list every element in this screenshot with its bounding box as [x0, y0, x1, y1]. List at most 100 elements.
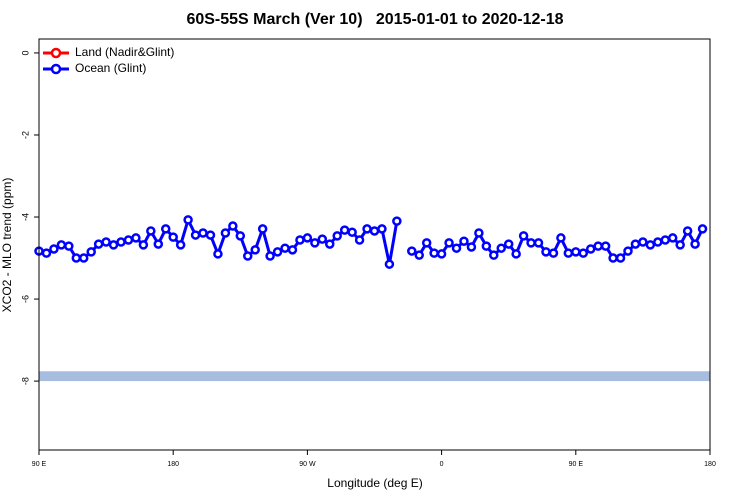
data-point [101, 237, 111, 247]
data-point [257, 224, 268, 234]
data-point [377, 224, 387, 234]
data-point [302, 233, 313, 243]
data-point [272, 247, 283, 257]
y-tick-label: -8 [20, 377, 30, 385]
data-point [623, 246, 633, 256]
data-point [168, 232, 178, 242]
data-point [675, 240, 685, 250]
data-point [459, 236, 469, 246]
data-point [123, 235, 134, 245]
data-point [243, 251, 253, 261]
data-point [190, 230, 201, 240]
data-point [205, 230, 216, 240]
data-point [41, 248, 52, 258]
data-point [339, 225, 350, 235]
data-point [287, 245, 298, 255]
data-point [593, 241, 603, 251]
legend-marker [50, 63, 62, 75]
data-point [571, 247, 581, 257]
data-point [369, 226, 380, 236]
data-point [325, 239, 335, 249]
y-tick-label: -4 [20, 213, 30, 221]
data-point [608, 253, 618, 263]
legend-text: Ocean (Glint) [75, 61, 146, 75]
data-point [49, 244, 59, 254]
data-point [71, 253, 82, 263]
data-point [265, 251, 275, 261]
data-point [451, 243, 462, 253]
data-point [630, 239, 641, 249]
data-point [407, 246, 417, 256]
data-point [295, 235, 305, 245]
data-point [56, 240, 67, 250]
x-axis-label: Longitude (deg E) [327, 476, 422, 490]
y-tick-label: 0 [20, 50, 30, 55]
data-point [213, 249, 223, 259]
data-point [526, 238, 536, 248]
data-point [466, 242, 477, 252]
legend-marker [50, 47, 62, 59]
data-point [444, 238, 454, 248]
data-point [183, 215, 193, 225]
data-point [160, 224, 171, 234]
x-tick-label xtick: 180 [704, 461, 716, 468]
data-point [600, 241, 611, 251]
data-point [78, 253, 89, 263]
data-point [548, 248, 559, 258]
data-point [198, 228, 208, 238]
data-point [153, 239, 164, 249]
data-point [667, 233, 678, 243]
data-point [563, 248, 574, 258]
x-tick-label xtick: 180 [167, 461, 179, 468]
data-point [310, 238, 320, 248]
data-point [64, 241, 74, 251]
data-point [518, 231, 529, 241]
data-point [93, 239, 104, 249]
data-point [220, 228, 231, 238]
data-point [556, 233, 566, 243]
data-point [660, 235, 671, 245]
x-tick-label xtick: 90 W [299, 461, 316, 468]
data-point [384, 259, 395, 269]
x-tick-label xtick: 90 E [569, 461, 584, 468]
data-point [481, 241, 492, 251]
data-point [280, 243, 290, 253]
data-point [533, 238, 544, 248]
plot-frame [38, 38, 711, 451]
data-point [503, 239, 514, 249]
data-point [496, 243, 506, 253]
data-point [138, 240, 149, 250]
data-point [489, 250, 499, 260]
data-point [690, 239, 700, 249]
data-point [354, 235, 365, 245]
data-point [511, 249, 521, 259]
data-point [578, 248, 589, 258]
band [39, 371, 710, 382]
data-point [362, 224, 372, 234]
data-point [429, 248, 439, 258]
data-point [86, 247, 96, 257]
data-point [146, 226, 156, 236]
data-point [175, 240, 186, 250]
y-tick-label: -6 [20, 295, 30, 303]
data-point [392, 216, 402, 226]
data-point [436, 249, 447, 259]
data-point [228, 221, 238, 231]
data-point [638, 237, 648, 247]
data-point [421, 238, 432, 248]
data-point [474, 228, 484, 238]
data-point [317, 234, 328, 244]
data-point [250, 245, 260, 255]
x-tick-label xtick: 0 [440, 461, 444, 468]
data-point [108, 240, 119, 250]
legend-text: Land (Nadir&Glint) [75, 45, 174, 59]
data-point [414, 250, 424, 260]
data-point [585, 244, 596, 254]
y-tick-label: -2 [20, 131, 30, 139]
data-point [682, 226, 693, 236]
data-point [332, 231, 342, 241]
data-point [347, 227, 357, 237]
data-point [653, 237, 663, 247]
data-point [116, 237, 126, 247]
